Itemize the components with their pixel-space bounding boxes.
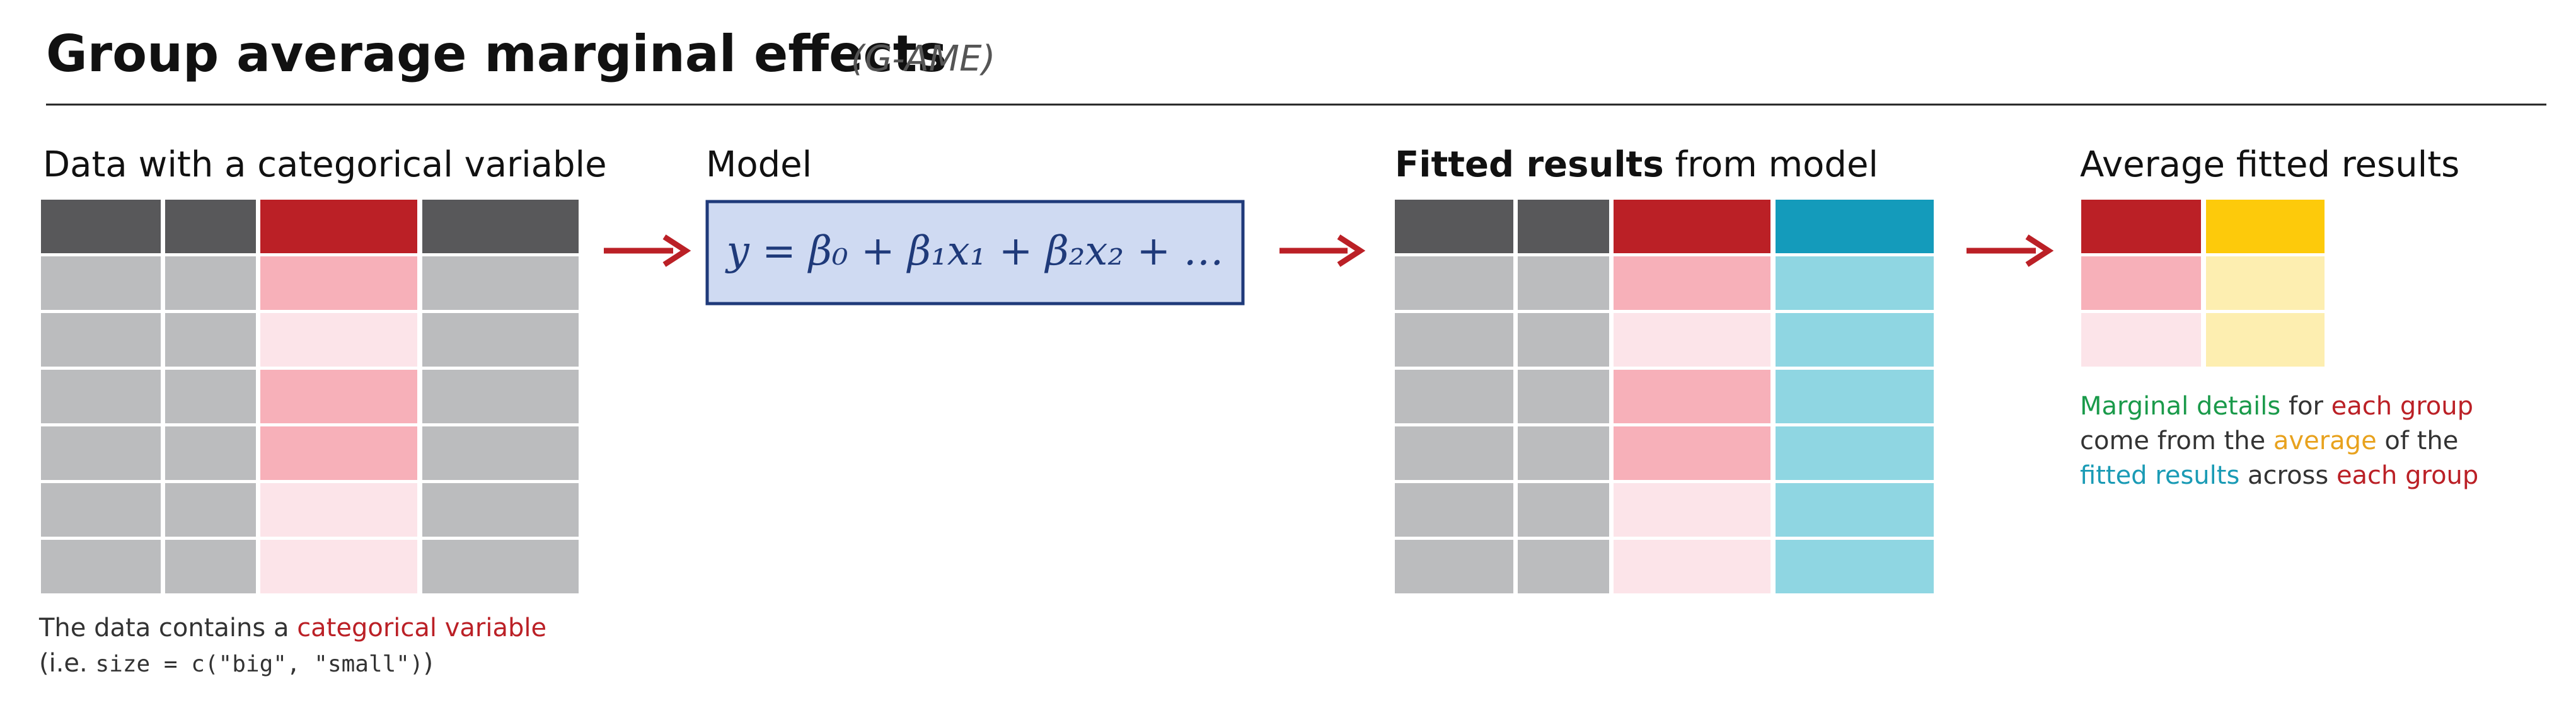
table-cell [1518,426,1609,480]
panel-heading: Model [706,144,812,185]
table-cell [1395,540,1513,593]
table-cell [260,540,417,593]
table-cell [2206,200,2325,253]
table-cell [1776,313,1934,367]
arrow-head [662,234,691,267]
table-cell [165,540,256,593]
arrow-head [1337,234,1366,267]
table-cell [165,370,256,423]
table-cell [260,313,417,367]
caption-part: of the [2377,426,2459,455]
table-cell [1518,370,1609,423]
caption-part: for [2280,392,2331,421]
caption-part: across [2239,461,2336,490]
table-cell [41,483,161,537]
table-cell [260,370,417,423]
table-cell [2081,200,2201,253]
caption-part: The data contains a [38,614,297,642]
table-cell [1614,256,1770,310]
table-cell [422,483,579,537]
table-cell [2206,256,2325,310]
table-cell [41,200,161,253]
table-cell [41,540,161,593]
caption-part: each group [2336,461,2478,490]
caption-part: come from the [2080,426,2273,455]
table-cell [1776,483,1934,537]
title: Group average marginal effects [46,25,947,83]
table-cell [422,256,579,310]
caption-part: (i.e. [39,649,95,678]
table-cell [422,426,579,480]
caption-part: ) [424,649,434,678]
table-cell [41,313,161,367]
table-cell [165,200,256,253]
formula: y = β₀ + β₁x₁ + β₂x₂ + … [725,228,1224,275]
table-cell [1776,426,1934,480]
table-cell [1776,370,1934,423]
table-cell [165,256,256,310]
panel-heading: Data with a categorical variable [43,144,607,185]
table-cell [41,370,161,423]
caption: come from the average of the [2080,426,2458,455]
table-cell [1776,200,1934,253]
table-cell [1614,370,1770,423]
table-cell [260,426,417,480]
table-cell [41,426,161,480]
table-cell [422,313,579,367]
caption-part: average [2273,426,2377,455]
table-cell [422,540,579,593]
table-cell [2081,256,2201,310]
table-cell [1395,200,1513,253]
heading-part: from model [1664,144,1878,185]
table-cell [1395,483,1513,537]
table-cell [260,200,417,253]
table-cell [165,313,256,367]
caption-part: Marginal details [2080,392,2280,421]
table-cell [260,256,417,310]
caption: fitted results across each group [2080,461,2478,490]
heading-part: Fitted results [1395,144,1664,185]
table-cell [2206,313,2325,367]
table-cell [1518,313,1609,367]
table-cell [1776,256,1934,310]
caption: (i.e. size = c("big", "small")) [39,649,433,678]
table-cell [1614,540,1770,593]
table-cell [260,483,417,537]
model-box [705,200,1245,305]
subtitle: (G-AME) [851,38,995,79]
table-cell [1518,256,1609,310]
table-cell [1518,483,1609,537]
panel-heading: Average fitted results [2080,144,2459,185]
table-cell [1776,540,1934,593]
table-cell [1395,256,1513,310]
caption: The data contains a categorical variable [38,614,546,642]
caption: Marginal details for each group [2080,392,2473,421]
panel-heading: Fitted results from model [1395,144,1878,185]
caption-part: each group [2331,392,2473,421]
arrow-head [2025,234,2054,267]
table-cell [165,483,256,537]
table-cell [422,370,579,423]
table-cell [422,200,579,253]
table-cell [165,426,256,480]
table-cell [2081,313,2201,367]
table-cell [1614,200,1770,253]
table-cell [1395,426,1513,480]
table-cell [1614,313,1770,367]
table-cell [1395,313,1513,367]
caption-part: size = c("big", "small") [95,651,423,677]
table-cell [41,256,161,310]
caption-part: fitted results [2080,461,2239,490]
table-cell [1518,200,1609,253]
table-cell [1518,540,1609,593]
table-cell [1614,483,1770,537]
table-cell [1614,426,1770,480]
table-cell [1395,370,1513,423]
caption-part: categorical variable [297,614,546,642]
